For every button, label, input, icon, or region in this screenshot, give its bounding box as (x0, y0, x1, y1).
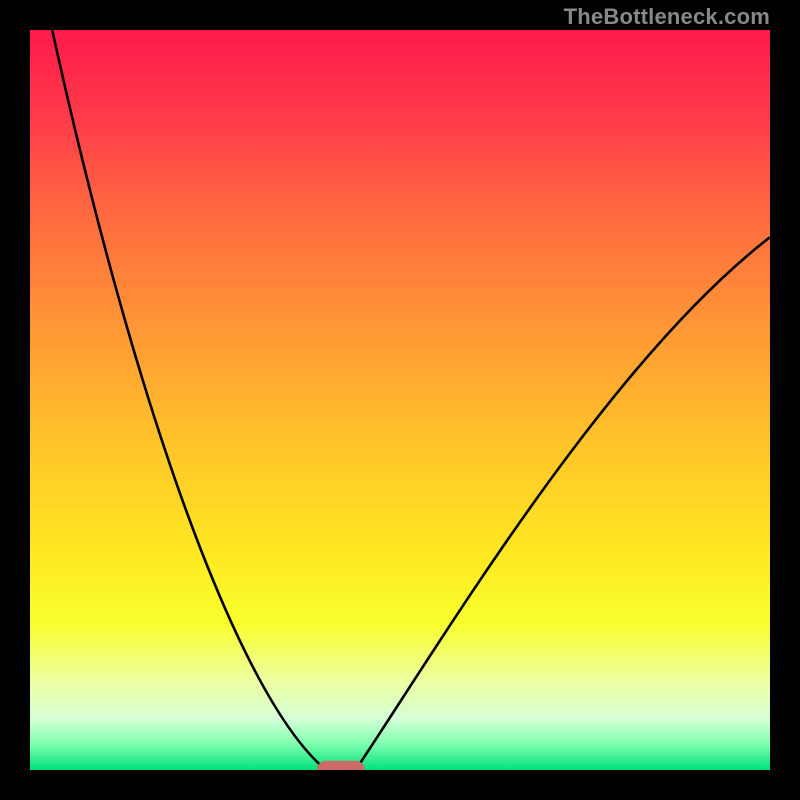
gradient-background (30, 30, 770, 770)
optimal-marker (317, 761, 365, 770)
watermark-text: TheBottleneck.com (564, 4, 770, 30)
chart-frame: TheBottleneck.com (0, 0, 800, 800)
plot-area (30, 30, 770, 770)
bottleneck-curve-chart (30, 30, 770, 770)
